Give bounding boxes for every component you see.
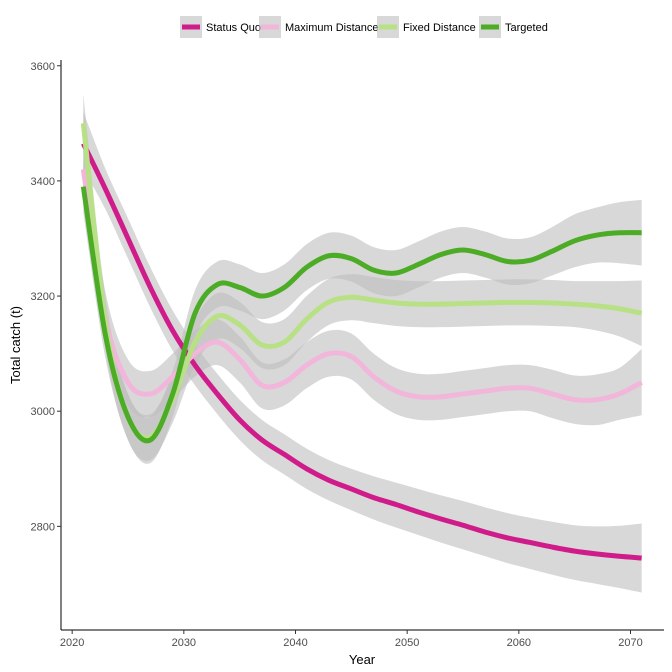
legend-label: Status Quo bbox=[206, 22, 261, 34]
x-tick-label: 2070 bbox=[618, 637, 642, 649]
ci-band-maximum-distance bbox=[83, 140, 642, 426]
y-tick-label: 3200 bbox=[31, 291, 55, 303]
legend-label: Targeted bbox=[505, 22, 548, 34]
legend-item-maximum-distance: Maximum Distance bbox=[259, 16, 379, 38]
series-line-targeted bbox=[80, 186, 642, 444]
y-tick-label: 3600 bbox=[31, 61, 55, 73]
y-ticks: 2800 3000 3200 3400 3600 bbox=[31, 61, 61, 533]
y-tick-label: 3000 bbox=[31, 406, 55, 418]
confidence-bands bbox=[83, 94, 642, 593]
x-tick-label: 2020 bbox=[60, 637, 84, 649]
series-line-maximum-distance bbox=[80, 169, 643, 403]
y-tick-label: 3400 bbox=[31, 176, 55, 188]
y-tick-label: 2800 bbox=[31, 521, 55, 533]
series-lines bbox=[80, 123, 643, 561]
legend-label: Fixed Distance bbox=[403, 22, 476, 34]
x-tick-label: 2050 bbox=[395, 637, 419, 649]
x-axis-title: Year bbox=[349, 652, 376, 667]
axes bbox=[60, 60, 664, 631]
x-ticks: 2020 2030 2040 2050 2060 2070 bbox=[60, 630, 643, 649]
y-axis-title: Total catch (t) bbox=[8, 306, 23, 384]
legend-item-status-quo: Status Quo bbox=[180, 16, 261, 38]
x-tick-label: 2030 bbox=[172, 637, 196, 649]
legend-item-fixed-distance: Fixed Distance bbox=[377, 16, 476, 38]
x-tick-label: 2060 bbox=[507, 637, 531, 649]
legend: Status Quo Maximum Distance Fixed Distance… bbox=[180, 16, 548, 38]
legend-label: Maximum Distance bbox=[285, 22, 379, 34]
legend-item-targeted: Targeted bbox=[479, 16, 548, 38]
series-line-status-quo bbox=[81, 142, 642, 561]
x-tick-label: 2040 bbox=[283, 637, 307, 649]
